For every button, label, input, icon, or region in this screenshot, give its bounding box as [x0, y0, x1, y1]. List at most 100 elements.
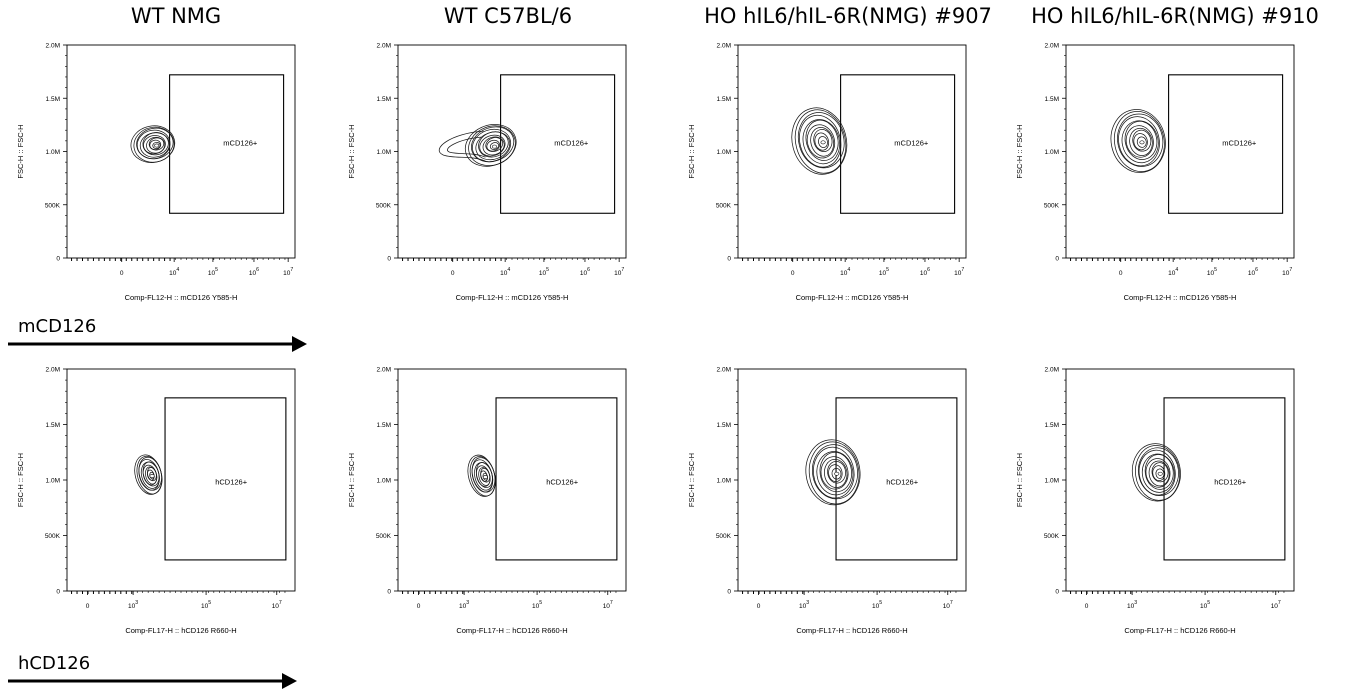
contour-line — [806, 124, 836, 159]
contour-line — [1121, 120, 1159, 164]
contour-peak — [834, 471, 840, 476]
contour-line — [149, 139, 162, 151]
contour-line — [1151, 462, 1169, 483]
contour-line — [472, 128, 512, 163]
x-tick-label: 0 — [791, 270, 795, 277]
contour-line — [818, 136, 828, 148]
x-tick-label: 103 — [128, 600, 138, 610]
contour-peak — [482, 475, 488, 479]
y-tick-label: 2.0M — [1045, 43, 1059, 50]
x-tick-label: 107 — [1282, 267, 1292, 277]
x-axis-label: Comp-FL17-H :: hCD126 R660-H — [125, 626, 236, 635]
y-tick-label: 1.0M — [1045, 478, 1059, 485]
contour-line — [805, 439, 861, 506]
contour-line — [1137, 447, 1179, 497]
x-tick-label: 0 — [86, 603, 90, 610]
y-tick-label: 1.0M — [717, 478, 731, 485]
x-tick-label: 107 — [1271, 600, 1281, 610]
contour-line — [814, 132, 830, 151]
x-tick-label: 0 — [451, 270, 455, 277]
gate-label: mCD126+ — [1222, 138, 1257, 147]
y-axis-label: FSC-H :: FSC-H — [687, 124, 696, 178]
contour-line — [1113, 111, 1165, 172]
column-title-wt-nmg: WT NMG — [130, 4, 222, 28]
plot-frame — [397, 368, 627, 592]
y-tick-label: 500K — [1044, 202, 1060, 209]
x-axis-label: Comp-FL12-H :: mCD126 Y585-H — [1124, 293, 1237, 302]
y-tick-label: 500K — [716, 533, 732, 540]
plot-frame — [66, 368, 296, 592]
y-tick-label: 1.0M — [46, 149, 60, 156]
y-tick-label: 0 — [387, 589, 391, 596]
contour-line — [478, 131, 509, 158]
gate-rect — [495, 397, 618, 561]
contour-peak — [154, 143, 160, 148]
y-tick-label: 1.5M — [377, 422, 391, 429]
y-tick-label: 2.0M — [377, 367, 391, 374]
plot-frame — [737, 368, 967, 592]
y-tick-label: 2.0M — [1045, 367, 1059, 374]
y-tick-label: 0 — [727, 256, 731, 263]
x-tick-label: 0 — [120, 270, 124, 277]
gate-rect — [1168, 74, 1284, 214]
contour-line — [467, 454, 496, 497]
x-tick-label: 105 — [879, 267, 889, 277]
contour-line — [813, 446, 855, 499]
y-axis-label: FSC-H :: FSC-H — [347, 453, 356, 507]
contour-line — [1145, 458, 1171, 488]
column-title-ho-907: HO hIL6/hIL-6R(NMG) #907 — [704, 4, 992, 28]
y-tick-label: 1.0M — [46, 478, 60, 485]
gate-label: hCD126+ — [1214, 478, 1247, 487]
plot-frame — [737, 44, 967, 259]
y-axis-label: FSC-H :: FSC-H — [347, 124, 356, 178]
y-tick-label: 500K — [1044, 533, 1060, 540]
y-tick-label: 1.0M — [1045, 149, 1059, 156]
contour-line — [133, 126, 175, 163]
y-tick-label: 1.5M — [1045, 96, 1059, 103]
contour-line — [136, 129, 171, 160]
gate-label: mCD126+ — [894, 138, 929, 147]
row-arrow-mcd126 — [8, 336, 307, 352]
y-axis-label: FSC-H :: FSC-H — [687, 453, 696, 507]
y-tick-label: 500K — [716, 202, 732, 209]
y-axis-label: FSC-H :: FSC-H — [1015, 124, 1024, 178]
contour-line — [1148, 460, 1170, 487]
contour-line — [827, 461, 847, 484]
y-tick-label: 1.0M — [717, 149, 731, 156]
x-tick-label: 105 — [201, 600, 211, 610]
row-label-hcd126: hCD126 — [18, 653, 91, 674]
gate-label: hCD126+ — [546, 478, 579, 487]
y-tick-label: 0 — [56, 589, 60, 596]
x-tick-label: 103 — [799, 600, 809, 610]
y-axis-label: FSC-H :: FSC-H — [16, 453, 25, 507]
contour-line — [810, 127, 835, 157]
contour-line — [134, 454, 163, 495]
contour-line — [468, 125, 516, 166]
y-tick-label: 1.0M — [377, 149, 391, 156]
y-tick-label: 0 — [56, 256, 60, 263]
contour-line — [1118, 116, 1160, 167]
gate-label: hCD126+ — [215, 478, 248, 487]
contour-line — [1144, 454, 1174, 490]
row-label-mcd126: mCD126 — [18, 316, 97, 337]
x-tick-label: 105 — [539, 267, 549, 277]
contour-line — [143, 135, 166, 155]
x-tick-label: 105 — [1207, 267, 1217, 277]
x-tick-label: 106 — [580, 267, 590, 277]
contour-line — [1152, 465, 1166, 481]
x-tick-label: 105 — [1200, 600, 1210, 610]
contour-peak — [149, 474, 155, 478]
contour-line — [797, 112, 845, 169]
y-tick-label: 0 — [1055, 589, 1059, 596]
contour-line — [794, 109, 847, 174]
contour-line — [1125, 125, 1154, 158]
contour-line — [148, 137, 165, 151]
gate-rect — [500, 74, 616, 214]
x-tick-label: 106 — [1248, 267, 1258, 277]
contour-tail — [447, 136, 486, 158]
contour-line — [1138, 449, 1176, 496]
